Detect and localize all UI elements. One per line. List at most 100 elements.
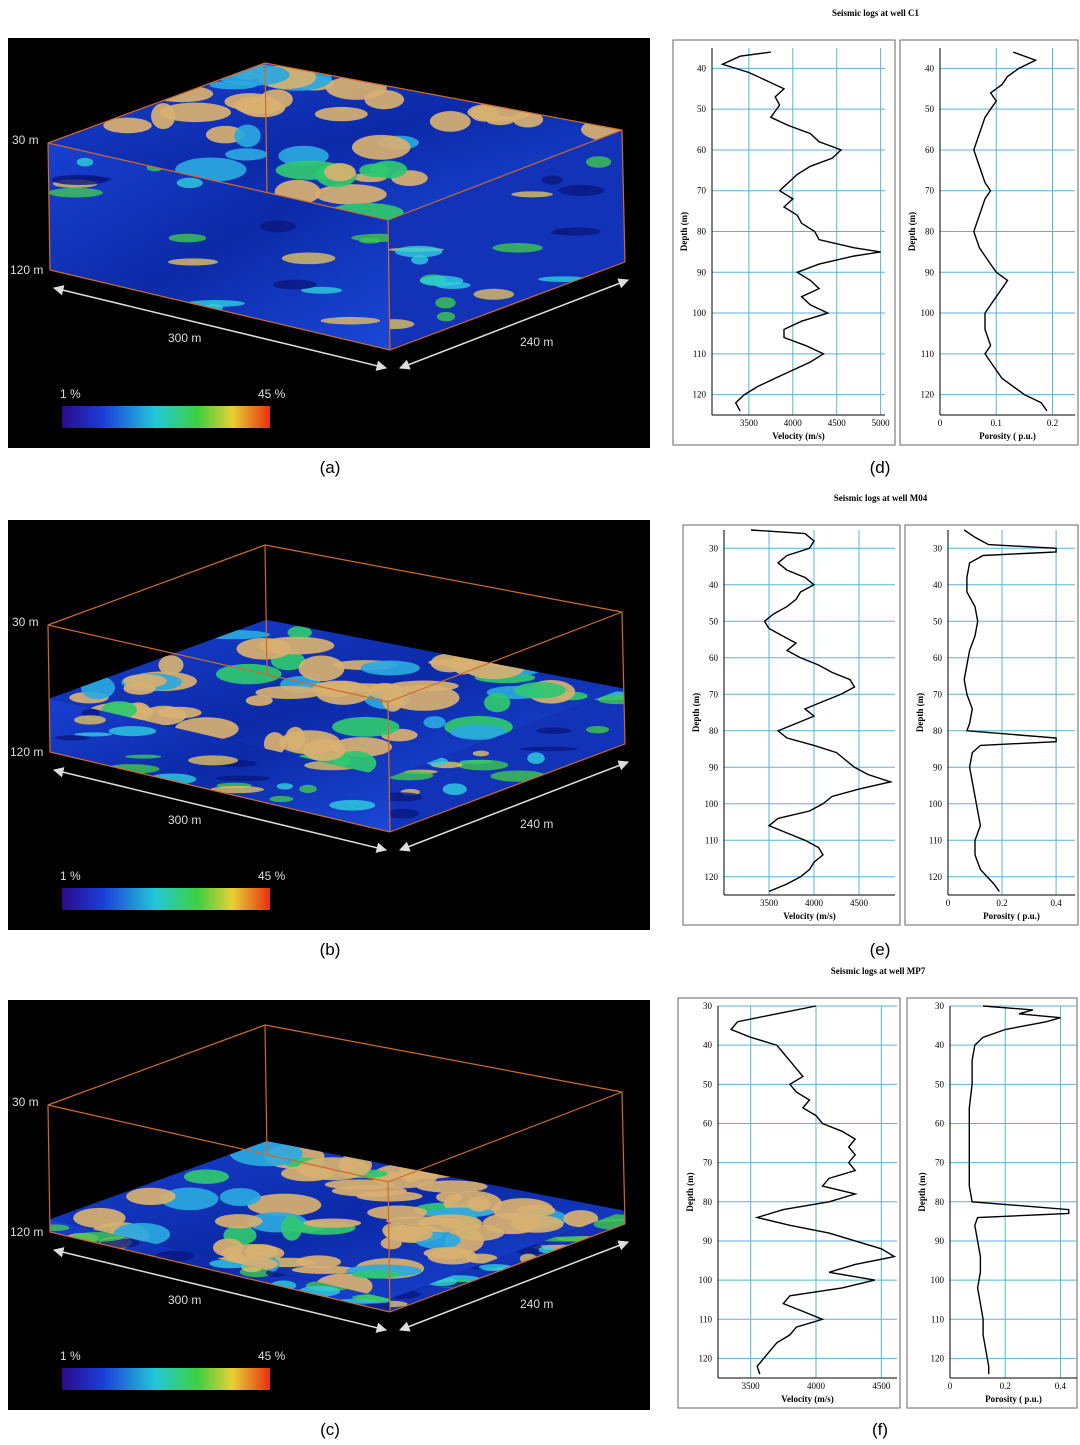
streak <box>51 174 108 185</box>
y-tick-label: 60 <box>935 1118 945 1128</box>
streak <box>389 808 419 819</box>
y-tick-label: 110 <box>699 1314 713 1324</box>
streak <box>81 708 101 718</box>
streak <box>511 191 553 198</box>
width-label: 240 m <box>520 335 553 349</box>
y-tick-label: 80 <box>933 726 943 736</box>
x-axis-label: Velocity (m/s) <box>772 431 824 441</box>
x-tick-label: 5000 <box>872 418 891 428</box>
y-tick-label: 80 <box>709 726 719 736</box>
y-tick-label: 40 <box>925 63 935 73</box>
streak <box>320 316 381 325</box>
y-tick-label: 100 <box>931 1275 945 1285</box>
colorbar-min: 1 % <box>60 1349 81 1363</box>
blob <box>351 134 411 160</box>
streak <box>259 220 296 233</box>
streak <box>329 799 376 811</box>
y-tick-label: 100 <box>693 308 707 318</box>
x-tick-label: 0.4 <box>1050 898 1062 908</box>
log-chart: 40 50 60 70 80 90 100 110 120 3500 4000 4500 5000 Vel… <box>672 8 919 446</box>
blob <box>331 1185 407 1197</box>
log-chart: 30 40 50 60 70 80 90 100 110 120 3500 4000 4500 Veloc… <box>682 493 928 926</box>
y-tick-label: 120 <box>705 872 719 882</box>
blob <box>141 705 187 726</box>
y-tick-label: 100 <box>705 799 719 809</box>
streak <box>457 759 509 771</box>
blob <box>298 655 345 682</box>
blob <box>212 1238 244 1257</box>
panel-label: (e) <box>870 940 891 959</box>
box-edge <box>264 1024 623 1093</box>
blob <box>126 1187 176 1206</box>
y-tick-label: 90 <box>709 762 719 772</box>
streak <box>419 275 464 287</box>
x-tick-label: 4500 <box>828 418 847 428</box>
streak <box>188 755 239 766</box>
blob <box>287 626 312 639</box>
y-tick-label: 40 <box>935 1040 945 1050</box>
y-axis-label: Depth (m) <box>691 693 701 732</box>
blob <box>219 1188 261 1207</box>
y-tick-label: 30 <box>709 543 719 553</box>
box-edge <box>621 611 626 745</box>
y-tick-label: 30 <box>933 543 943 553</box>
depth-label: 120 m <box>10 745 43 759</box>
blob <box>214 1214 263 1229</box>
y-tick-label: 70 <box>697 186 707 196</box>
y-tick-label: 50 <box>925 104 935 114</box>
blob <box>423 1247 472 1259</box>
render-panel: 30 m 120 m 300 m 240 m 1 % 45 % <box>8 38 650 448</box>
y-tick-label: 30 <box>935 1001 945 1011</box>
y-tick-label: 70 <box>703 1158 713 1168</box>
box-edge <box>264 544 268 675</box>
depth-label: 30 m <box>12 615 39 629</box>
blob <box>514 682 566 699</box>
render-panel: 30 m 120 m 300 m 240 m 1 % 45 % <box>8 520 650 930</box>
streak <box>527 752 545 764</box>
y-tick-label: 80 <box>935 1197 945 1207</box>
y-tick-label: 90 <box>933 762 943 772</box>
top-blobs <box>69 626 588 776</box>
blob <box>255 686 323 699</box>
depth-label: 30 m <box>12 1095 39 1109</box>
streak <box>351 233 390 242</box>
streak <box>281 252 336 265</box>
y-tick-label: 120 <box>699 1353 713 1363</box>
y-tick-label: 40 <box>933 580 943 590</box>
box-edge <box>47 1024 266 1106</box>
y-tick-label: 50 <box>703 1079 713 1089</box>
blob <box>418 1214 483 1233</box>
y-tick-label: 110 <box>929 835 943 845</box>
box-edge <box>387 611 623 703</box>
streak <box>299 784 317 794</box>
log-curve <box>973 51 1048 412</box>
panel-label: (b) <box>320 940 341 959</box>
panel-label: (a) <box>320 458 341 477</box>
log-curve <box>729 1005 897 1375</box>
colorbar <box>62 888 270 910</box>
streak <box>520 746 578 752</box>
blob <box>205 125 245 144</box>
streak <box>536 727 572 735</box>
y-tick-label: 50 <box>933 616 943 626</box>
blob <box>516 1204 556 1217</box>
colorbar-max: 45 % <box>258 869 286 883</box>
dimension-arrow <box>52 767 388 853</box>
length-label: 300 m <box>168 1293 201 1307</box>
streak <box>593 1218 625 1230</box>
box-edge <box>387 1181 391 1313</box>
streak <box>436 311 456 322</box>
box-edge <box>621 1091 626 1225</box>
y-tick-label: 100 <box>699 1275 713 1285</box>
y-tick-label: 90 <box>925 267 935 277</box>
blob <box>352 1269 400 1279</box>
y-tick-label: 90 <box>935 1236 945 1246</box>
colorbar-max: 45 % <box>258 387 286 401</box>
y-axis-label: Depth (m) <box>685 1172 695 1211</box>
blob <box>386 1226 433 1243</box>
y-axis-label: Depth (m) <box>917 1172 927 1211</box>
streak <box>276 783 294 790</box>
y-tick-label: 60 <box>933 653 943 663</box>
y-tick-label: 120 <box>929 872 943 882</box>
streak <box>269 795 294 803</box>
